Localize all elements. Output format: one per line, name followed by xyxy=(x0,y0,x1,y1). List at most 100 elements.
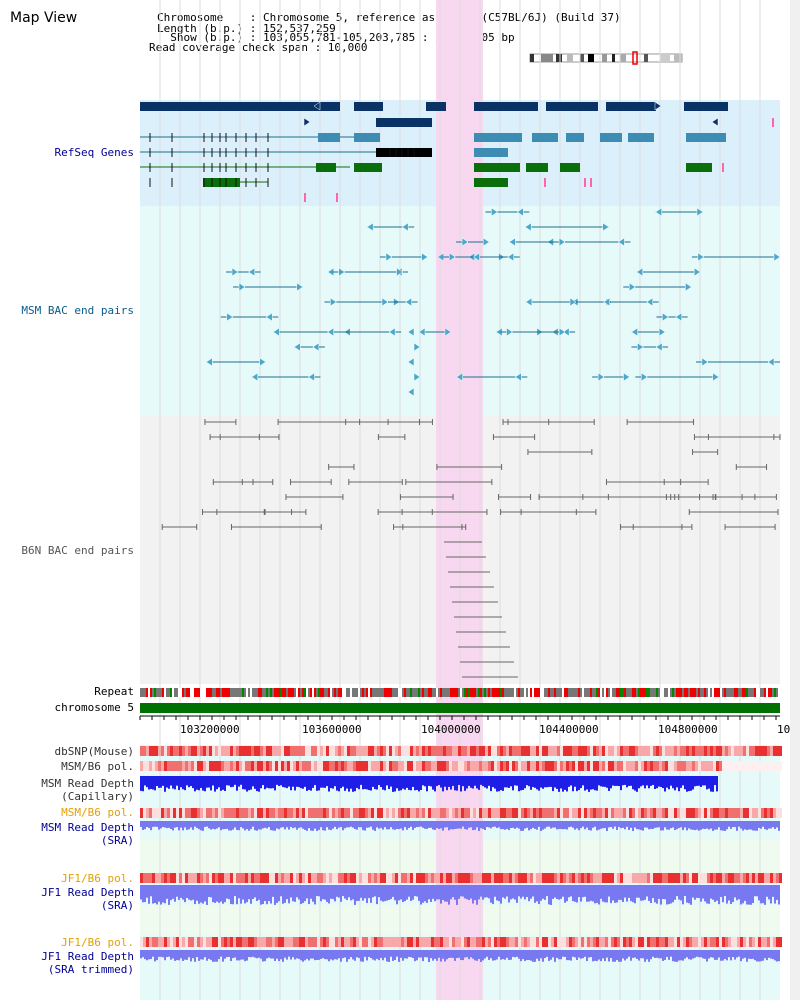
depth-bar xyxy=(532,950,534,962)
gene-feature xyxy=(526,163,548,172)
depth-bar xyxy=(580,821,582,829)
depth-bar xyxy=(174,950,176,961)
heat-cell xyxy=(626,808,629,818)
heat-cell xyxy=(740,761,743,771)
track-label-refseq[interactable]: RefSeq Genes xyxy=(54,146,134,159)
repeat-element xyxy=(286,688,288,697)
heat-cell xyxy=(488,873,491,883)
heat-cell xyxy=(167,808,170,818)
track-label-dbsnp[interactable]: dbSNP(Mouse) xyxy=(54,745,134,758)
depth-bar xyxy=(716,821,718,830)
heat-cell xyxy=(638,937,641,947)
heat-cell xyxy=(716,746,719,756)
repeat-element xyxy=(288,688,290,697)
heat-cell xyxy=(224,746,227,756)
depth-bar xyxy=(300,821,302,828)
depth-bar xyxy=(438,885,440,900)
repeat-element xyxy=(320,688,322,697)
depth-bar xyxy=(164,776,166,792)
heat-cell xyxy=(728,937,731,947)
gene-feature xyxy=(474,102,538,111)
track-label-msm-depth-sra[interactable]: MSM Read Depth xyxy=(41,821,134,834)
depth-bar xyxy=(262,776,264,786)
repeat-element xyxy=(566,688,568,697)
depth-bar xyxy=(220,821,222,831)
depth-bar xyxy=(684,776,686,790)
heat-cell xyxy=(650,746,653,756)
heat-cell xyxy=(242,746,245,756)
heat-cell xyxy=(437,808,440,818)
heat-cell xyxy=(698,761,701,771)
repeat-element xyxy=(420,688,422,697)
track-label-msm-depth-cap[interactable]: MSM Read Depth xyxy=(41,777,134,790)
depth-bar xyxy=(158,776,160,788)
repeat-element xyxy=(348,688,350,697)
heat-cell xyxy=(533,761,536,771)
heat-cell xyxy=(767,746,770,756)
track-label-jf1-depth-sra[interactable]: JF1 Read Depth xyxy=(41,886,134,899)
depth-bar xyxy=(558,776,560,792)
track-label-msm-b6-pol-2[interactable]: MSM/B6 pol. xyxy=(61,806,134,819)
depth-bar xyxy=(238,776,240,787)
repeat-element xyxy=(740,688,742,697)
depth-bar xyxy=(756,950,758,962)
depth-bar xyxy=(326,950,328,960)
depth-bar xyxy=(608,821,610,828)
heat-cell xyxy=(380,808,383,818)
heat-cell xyxy=(740,808,743,818)
depth-bar xyxy=(444,821,446,828)
track-label-repeat[interactable]: Repeat xyxy=(94,685,134,698)
heat-cell xyxy=(266,937,269,947)
heat-cell xyxy=(752,873,755,883)
heat-cell xyxy=(752,746,755,756)
depth-bar xyxy=(150,821,152,831)
heat-cell xyxy=(287,873,290,883)
heat-cell xyxy=(746,873,749,883)
depth-bar xyxy=(728,885,730,901)
depth-bar xyxy=(338,950,340,959)
depth-bar xyxy=(180,821,182,828)
depth-bar xyxy=(186,885,188,898)
heat-cell xyxy=(593,746,596,756)
heat-cell xyxy=(644,873,647,883)
depth-bar xyxy=(468,821,470,828)
heat-cell xyxy=(446,746,449,756)
track-label-msm-bac[interactable]: MSM BAC end pairs xyxy=(21,304,134,317)
heat-cell xyxy=(158,937,161,947)
track-label-jf1-depth-trim[interactable]: JF1 Read Depth xyxy=(41,950,134,963)
heat-cell xyxy=(497,937,500,947)
depth-bar xyxy=(266,950,268,959)
depth-bar xyxy=(338,776,340,792)
track-label-jf1-b6-pol-1[interactable]: JF1/B6 pol. xyxy=(61,872,134,885)
repeat-element xyxy=(690,688,692,697)
track-label-b6n-bac[interactable]: B6N BAC end pairs xyxy=(21,544,134,557)
depth-bar xyxy=(416,776,418,790)
track-label-jf1-b6-pol-2[interactable]: JF1/B6 pol. xyxy=(61,936,134,949)
depth-bar xyxy=(190,776,192,787)
heat-cell xyxy=(614,808,617,818)
heat-cell xyxy=(293,873,296,883)
repeat-element xyxy=(374,688,376,697)
heat-cell xyxy=(341,937,344,947)
heat-cell xyxy=(320,746,323,756)
heat-cell xyxy=(500,873,503,883)
depth-bar xyxy=(640,776,642,787)
track-label-msm-b6-pol-1[interactable]: MSM/B6 pol. xyxy=(61,760,134,773)
depth-bar xyxy=(568,776,570,787)
heat-cell xyxy=(260,873,263,883)
chromosome-ideogram[interactable] xyxy=(529,51,683,65)
heat-cell xyxy=(143,937,146,947)
depth-bar xyxy=(498,885,500,902)
repeat-element xyxy=(760,688,762,697)
depth-bar xyxy=(772,821,774,828)
heat-cell xyxy=(623,746,626,756)
heat-cell xyxy=(713,808,716,818)
depth-bar xyxy=(246,950,248,961)
depth-bar xyxy=(428,950,430,962)
depth-bar xyxy=(714,885,716,902)
ideogram-position-marker xyxy=(632,51,638,65)
heat-cell xyxy=(767,873,770,883)
heat-cell xyxy=(500,746,503,756)
heat-cell xyxy=(350,746,353,756)
